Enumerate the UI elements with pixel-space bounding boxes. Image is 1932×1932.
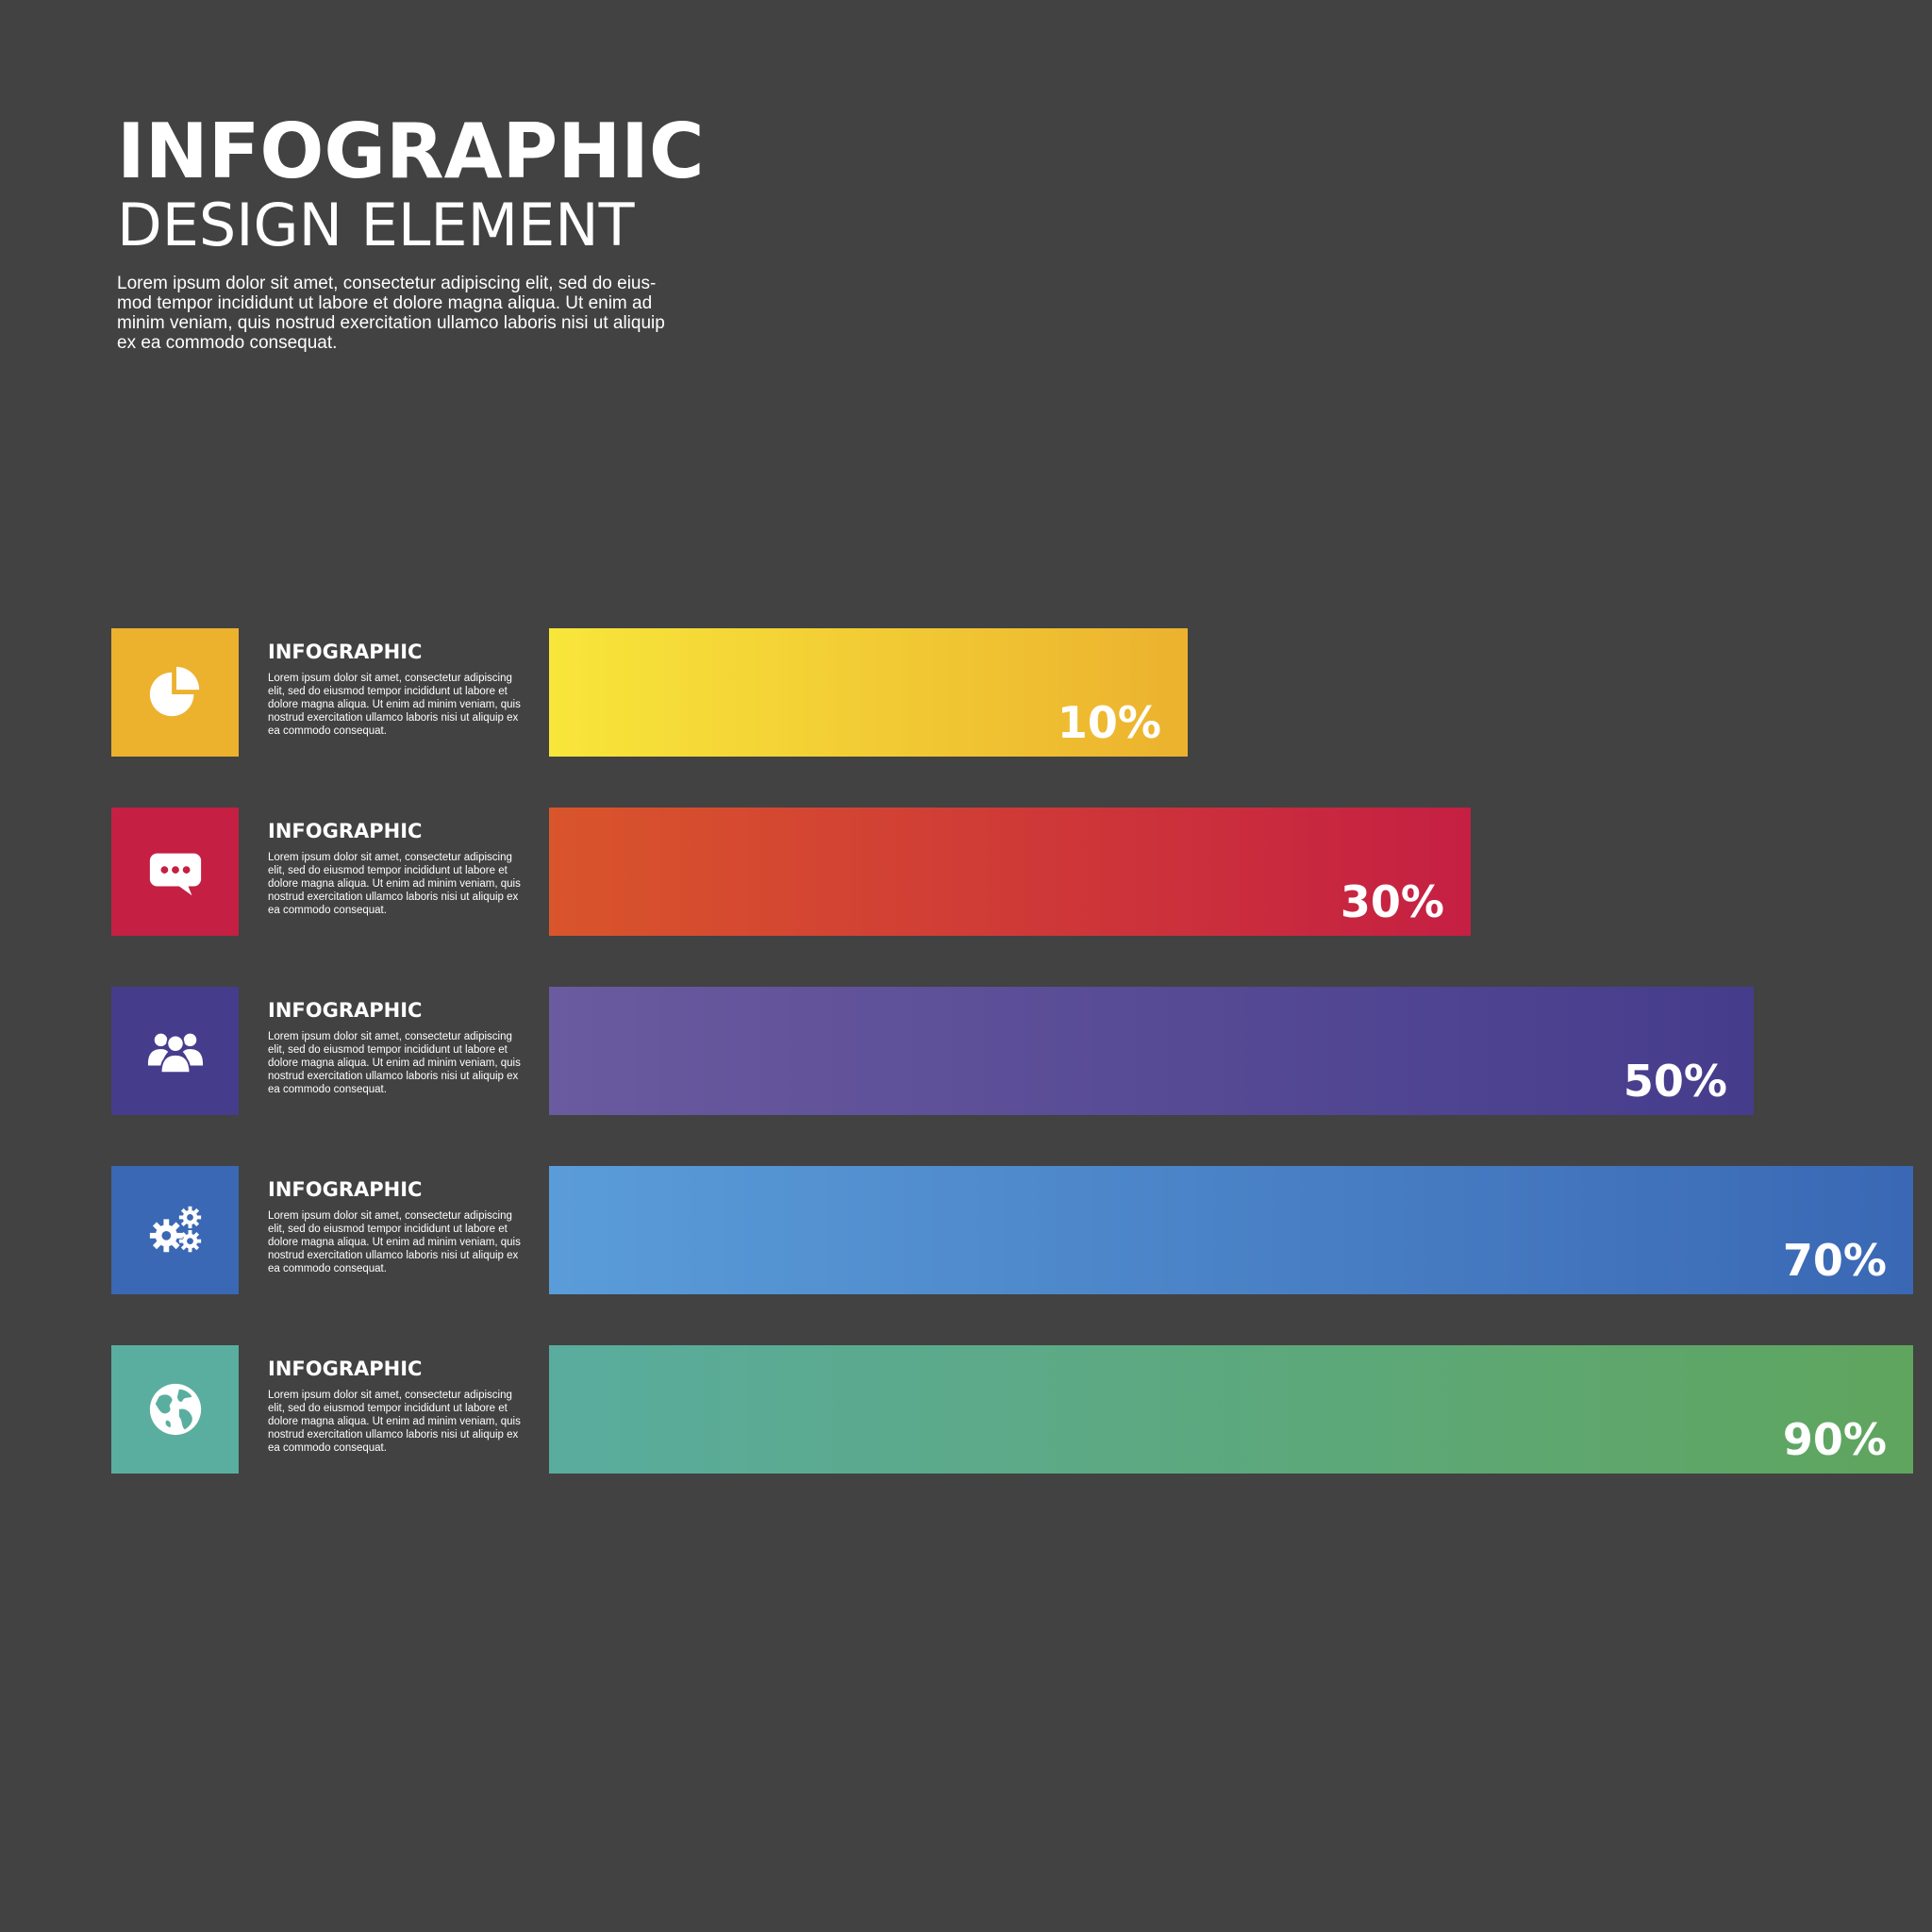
row-description: Lorem ipsum dolor sit amet, consectetur … [268,1210,521,1274]
row-label: INFOGRAPHIC [268,999,423,1022]
row-description: Lorem ipsum dolor sit amet, consectetur … [268,1390,521,1454]
globe-icon [149,1383,201,1436]
chart-row-5: INFOGRAPHIC Lorem ipsum dolor sit amet, … [0,1345,1932,1474]
icon-box [111,808,239,936]
intro-text: Lorem ipsum dolor sit amet, consectetur … [117,274,665,353]
data-label: 10% [1057,697,1161,748]
row-description: Lorem ipsum dolor sit amet, consectetur … [268,1031,521,1095]
chart-row-1: INFOGRAPHIC Lorem ipsum dolor sit amet, … [0,628,1932,757]
people-group-icon [147,1033,203,1074]
row-description: Lorem ipsum dolor sit amet, consectetur … [268,673,521,737]
data-label: 50% [1623,1056,1727,1107]
bar-mark: 30% [549,808,1471,936]
chat-bubble-icon [149,853,201,896]
row-label: INFOGRAPHIC [268,641,423,663]
chart-row-4: INFOGRAPHIC Lorem ipsum dolor sit amet, … [0,1166,1932,1294]
row-label: INFOGRAPHIC [268,1178,423,1201]
pie-chart-icon [149,666,199,717]
icon-box [111,1345,239,1474]
bar-mark: 50% [549,987,1754,1115]
bar-mark: 70% [549,1166,1913,1294]
header: INFOGRAPHIC DESIGN ELEMENT Lorem ipsum d… [117,108,705,371]
chart-row-3: INFOGRAPHIC Lorem ipsum dolor sit amet, … [0,987,1932,1115]
chart-row-2: INFOGRAPHIC Lorem ipsum dolor sit amet, … [0,808,1932,936]
row-text: INFOGRAPHIC Lorem ipsum dolor sit amet, … [268,819,528,917]
row-text: INFOGRAPHIC Lorem ipsum dolor sit amet, … [268,1177,528,1275]
icon-box [111,987,239,1115]
bar-mark: 10% [549,628,1188,757]
bar-mark: 90% [549,1345,1913,1474]
gears-icon [149,1206,201,1253]
data-label: 30% [1340,876,1444,927]
row-label: INFOGRAPHIC [268,820,423,842]
data-label: 70% [1782,1235,1887,1286]
row-text: INFOGRAPHIC Lorem ipsum dolor sit amet, … [268,640,528,738]
row-description: Lorem ipsum dolor sit amet, consectetur … [268,852,521,916]
page-subtitle: DESIGN ELEMENT [117,191,635,259]
row-text: INFOGRAPHIC Lorem ipsum dolor sit amet, … [268,1357,528,1455]
data-label: 90% [1782,1414,1887,1465]
icon-box [111,628,239,757]
page-title: INFOGRAPHIC [117,108,705,195]
row-label: INFOGRAPHIC [268,1357,423,1380]
icon-box [111,1166,239,1294]
row-text: INFOGRAPHIC Lorem ipsum dolor sit amet, … [268,998,528,1096]
